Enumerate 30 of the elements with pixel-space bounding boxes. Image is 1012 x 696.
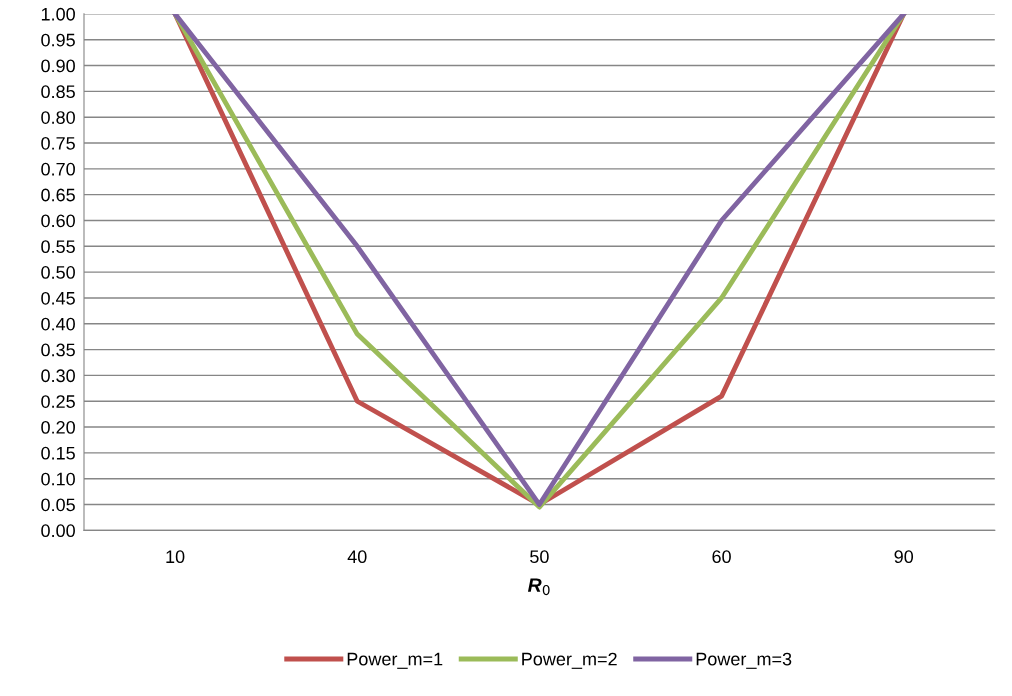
- y-tick-label: 0.90: [41, 59, 75, 73]
- y-tick-label: 0.35: [41, 343, 75, 357]
- x-tick-label: 40: [347, 550, 367, 564]
- y-tick-label: 0.75: [41, 136, 75, 150]
- y-tick-label: 0.70: [41, 162, 75, 176]
- y-tick-label: 1.00: [41, 7, 75, 21]
- x-tick-label: 10: [166, 550, 185, 564]
- y-tick-label: 0.50: [41, 266, 75, 279]
- legend-label: Power_m=1: [347, 652, 443, 669]
- y-tick-label: 0.20: [41, 421, 75, 434]
- y-tick-label: 0.60: [41, 214, 75, 228]
- y-tick-label: 0.95: [41, 33, 75, 47]
- y-tick-label: 0.15: [41, 446, 75, 460]
- x-tick-label: 50: [530, 550, 549, 564]
- y-tick-label: 0.45: [41, 291, 75, 305]
- y-tick-label: 0.30: [41, 369, 75, 383]
- y-tick-label: 0.40: [41, 317, 75, 331]
- y-tick-label: 0.55: [41, 240, 75, 254]
- y-tick-label: 0.65: [41, 188, 75, 202]
- y-tick-label: 0.25: [41, 395, 75, 408]
- legend-label: Power_m=2: [522, 652, 617, 669]
- legend-label: Power_m=3: [696, 652, 792, 669]
- y-tick-label: 0.80: [41, 111, 75, 124]
- x-axis-title: R$_{0}$: [527, 578, 550, 596]
- y-tick-label: 0.85: [41, 85, 75, 99]
- y-tick-label: 0.00: [41, 524, 75, 538]
- y-tick-label: 0.05: [41, 498, 75, 512]
- y-tick-label: 0.10: [41, 472, 75, 486]
- x-tick-label: 60: [712, 550, 731, 564]
- x-tick-label: 90: [894, 550, 914, 564]
